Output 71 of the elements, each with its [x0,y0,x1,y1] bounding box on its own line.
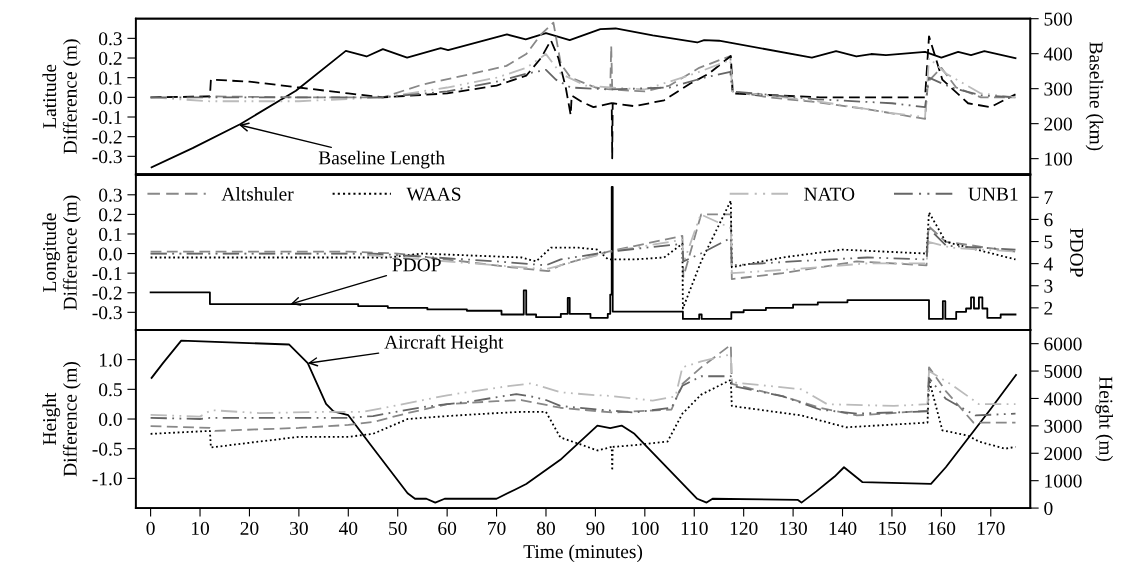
y-tick-label: 1.0 [99,353,122,367]
x-tick-label: 150 [879,521,906,535]
y2-tick-label: 2000 [1044,447,1082,461]
legend-label: WAAS [406,187,461,201]
y2-axis-title: Baseline (km) [1085,42,1104,151]
y2-tick-label: 4000 [1043,392,1082,406]
x-tick-label: 90 [586,521,605,535]
y-tick-label: 0.2 [99,208,122,222]
y-axis-title: Latitude Difference (m) [42,39,81,154]
x-tick-label: 10 [192,521,210,535]
y2-tick-label: 3 [1044,279,1053,293]
y-tick-label: 0.3 [99,188,122,202]
x-tick-label: 80 [537,521,555,535]
y-tick-label: -0.3 [92,150,122,164]
y-tick-label: 0.0 [99,91,122,105]
y-tick-label: -1.0 [92,472,122,486]
y2-tick-label: 7 [1044,191,1053,205]
y-tick-label: -0.3 [92,306,122,320]
legend-label: Altshuler [221,186,294,201]
y2-tick-label: 3000 [1044,419,1082,433]
y-tick-label: -0.2 [92,286,122,300]
y2-tick-label: 400 [1043,47,1072,61]
y2-tick-label: 5 [1044,235,1053,249]
y2-axis-title: Height (m) [1095,376,1113,462]
y2-tick-label: 6 [1044,213,1053,227]
legend-label: UNB1 [968,187,1018,201]
x-tick-label: 140 [829,521,857,535]
line-series [149,375,1017,420]
y2-tick-label: 500 [1044,12,1072,26]
x-tick-label: 160 [928,521,956,535]
annotation: Baseline Length [318,150,445,169]
y-tick-label: 0.1 [99,227,122,241]
x-tick-label: 70 [488,521,506,535]
y-tick-label: 0.3 [99,32,122,46]
y-tick-label: 0.0 [99,412,122,427]
y-tick-label: -0.2 [92,130,122,144]
y2-tick-label: 4 [1043,257,1053,271]
legend-label: NATO [804,187,855,201]
y-tick-label: 0.0 [99,247,122,261]
y2-tick-label: 2 [1044,301,1053,315]
x-tick-label: 110 [681,521,708,535]
line-series [149,353,1017,418]
y-tick-label: -0.1 [92,266,122,281]
y2-tick-label: 200 [1044,117,1072,131]
y2-tick-label: 5000 [1044,364,1082,378]
y-tick-label: 0.1 [99,71,122,85]
annotation: PDOP [392,258,441,272]
x-tick-label: 0 [146,521,155,535]
y-tick-label: 0.5 [99,383,122,397]
x-tick-label: 40 [338,521,358,535]
x-tick-label: 100 [631,521,659,535]
x-tick-label: 20 [240,521,259,535]
y-axis-title: Height Difference (m) [42,362,81,477]
x-tick-label: 170 [977,521,1005,535]
y-axis-title: Longitude Difference (m) [42,195,81,310]
y2-tick-label: 0 [1044,501,1053,516]
y-tick-label: -0.1 [92,110,122,125]
x-tick-label: 130 [780,521,807,535]
y2-tick-label: 100 [1045,152,1072,166]
x-tick-label: 60 [438,521,457,535]
y-tick-label: 0.2 [99,51,122,66]
x-tick-label: 120 [730,521,758,535]
y-tick-label: -0.5 [92,442,122,456]
y2-axis-title: PDOP [1070,228,1084,277]
x-tick-label: 30 [290,521,308,535]
y2-tick-label: 1000 [1045,474,1082,488]
x-axis-title: Time (minutes) [523,544,643,563]
y2-tick-label: 300 [1044,82,1072,96]
annotation: Aircraft Height [384,334,504,353]
y2-tick-label: 6000 [1044,337,1082,351]
x-tick-label: 50 [389,521,407,535]
